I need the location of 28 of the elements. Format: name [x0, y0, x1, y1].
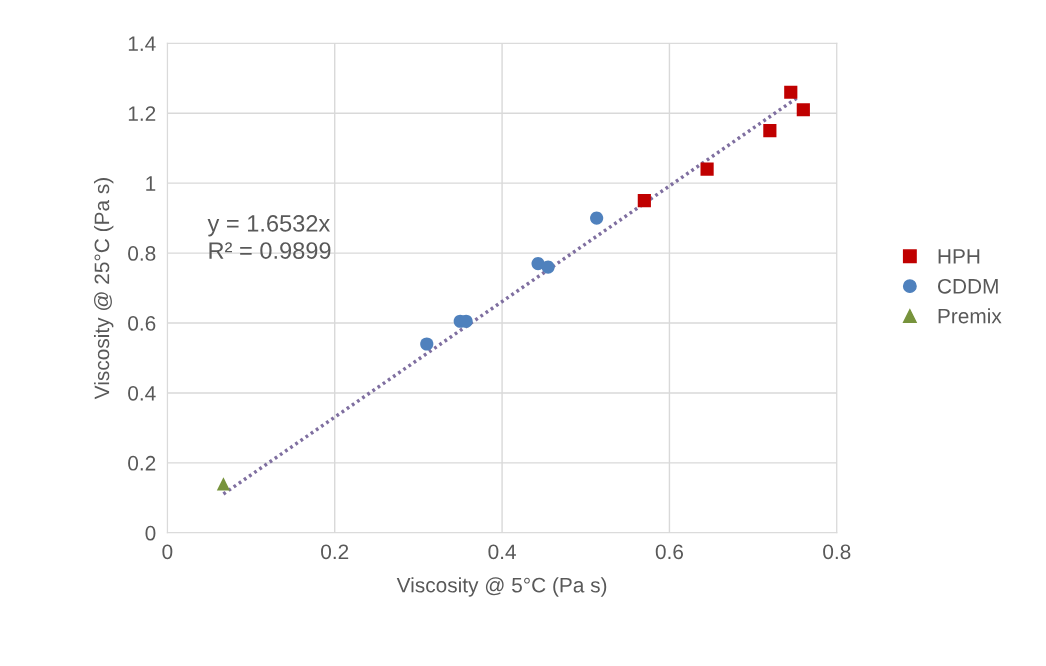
x-tick-label: 0.8: [823, 544, 851, 560]
x-axis-title: Viscosity @ 5°C (Pa s): [396, 577, 607, 597]
point: [590, 211, 604, 225]
y-tick-label: 0.2: [128, 455, 156, 471]
annotation: y = 1.6532x R² = 0.9899: [207, 215, 331, 259]
legend-label: CDDM: [938, 278, 998, 294]
x-tick-label: 0.4: [488, 544, 516, 560]
point: [784, 85, 798, 99]
legend-label: Premix: [938, 308, 1002, 324]
legend-label: HPH: [938, 249, 980, 264]
x-tick-label: 0: [162, 544, 173, 560]
y-tick-label: 1.4: [128, 36, 156, 51]
y-tick-label: 1.2: [128, 106, 156, 121]
point: [637, 194, 651, 208]
x-tick-label: 0.2: [321, 544, 349, 560]
y-tick-label: 0.6: [128, 316, 156, 331]
point: [541, 260, 555, 274]
x-tick-label: 0.6: [655, 544, 684, 560]
y-tick-label: 1: [146, 176, 156, 191]
y-axis-title: Viscosity @ 25°C (Pa s): [93, 178, 114, 400]
y-tick-label: 0.8: [128, 246, 156, 261]
point: [700, 162, 714, 176]
y-tick-label: 0: [145, 525, 156, 541]
y-tick-label: 0.4: [128, 385, 156, 401]
point: [216, 477, 231, 491]
point: [420, 337, 434, 351]
point: [763, 124, 777, 138]
point: [796, 103, 810, 117]
